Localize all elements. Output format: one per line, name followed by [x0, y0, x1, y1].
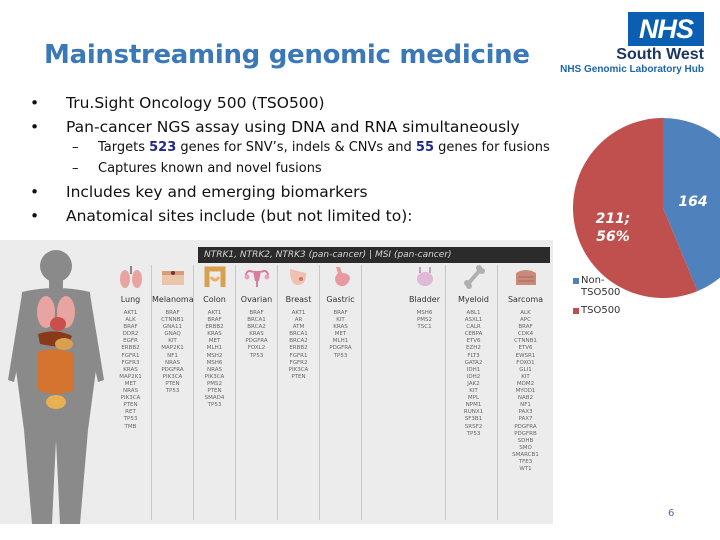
site-column-sarcoma: Sarcoma ALK APC BRAF CDK4 CTNNB1 ETV6 EWSR1 FOX…: [505, 265, 546, 473]
snv-gene-count: 523: [149, 140, 177, 155]
sub-bullet-captures: Captures known and novel fusions: [72, 158, 550, 179]
pie-slice-tso500: [573, 118, 698, 298]
bullet-item: Anatomical sites include (but not limite…: [30, 204, 412, 228]
column-divider: [193, 265, 194, 520]
site-genes: AKT1 BRAF ERBB2 KRAS MET MLH1 MSH2 MSH6 NRAS PIK3…: [204, 310, 225, 409]
bullet-list-top: Tru.Sight Oncology 500 (TSO500) Pan-canc…: [30, 91, 520, 139]
site-column-bladder: Bladder MSH6 PMS2 TSC1: [404, 265, 445, 331]
site-genes: ALK APC BRAF CDK4 CTNNB1 ETV6 EWSR1 FOXO1 GLI1 KI…: [512, 310, 539, 473]
pie-label-non-tso500: 164: [678, 194, 707, 210]
stomach-icon: [334, 267, 350, 287]
nhs-logo: NHS: [628, 12, 704, 46]
site-column-colon: Colon AKT1 BRAF ERBB2 KRAS MET MLH1 MSH2 MSH6 NR…: [194, 265, 235, 409]
site-column-lung: Lung AKT1 ALK BRAF DDR2 EGFR ERBB2 FGFR1 FGFR3 K…: [110, 265, 151, 431]
site-column-breast: Breast AKT1 AR ATM BRCA1 BRCA2 ERBB2 FGFR1 FGFR…: [278, 265, 319, 381]
site-name: Lung: [120, 295, 141, 304]
legend-item-tso500: TSO500: [573, 305, 633, 317]
site-genes: BRAF BRCA1 BRCA2 KRAS PDGFRA FOXL2 TP53: [245, 310, 268, 359]
site-name: Myeloid: [458, 295, 489, 304]
ovary-icon: [244, 270, 269, 287]
pie-slice-non-tso500: [663, 118, 720, 292]
bullet-item: Includes key and emerging biomarkers: [30, 180, 412, 204]
column-divider: [235, 265, 236, 520]
bullet-item: Tru.Sight Oncology 500 (TSO500): [30, 91, 520, 115]
legend-item-non-tso500: Non-TSO500: [573, 275, 633, 299]
site-genes: BRAF CTNNB1 GNA11 GNAQ KIT MAP2K1 NF1 NRAS PDGFR…: [161, 310, 184, 395]
column-divider: [497, 265, 498, 520]
site-name: Breast: [285, 295, 312, 304]
column-divider: [277, 265, 278, 520]
site-genes: ABL1 ASXL1 CALR CEBPA ETV6 EZH2 FLT3 GATA2 IDH1 I…: [463, 310, 484, 437]
column-divider: [319, 265, 320, 520]
anatomy-figure: [0, 240, 553, 524]
site-column-ovarian: Ovarian BRAF BRCA1 BRCA2 KRAS PDGFRA FOXL2 TP5…: [236, 265, 277, 360]
bladder-icon: [416, 267, 433, 286]
site-column-gastric: Gastric BRAF KIT KRAS MET MLH1 PDGFRA TP53: [320, 265, 361, 360]
site-column-melanoma: Melanoma BRAF CTNNB1 GNA11 GNAQ KIT MAP2K1 NF1…: [152, 265, 194, 395]
legend-swatch: [573, 308, 579, 314]
site-genes: BRAF KIT KRAS MET MLH1 PDGFRA TP53: [329, 310, 352, 359]
site-name: Colon: [203, 295, 226, 304]
pan-cancer-banner: NTRK1, NTRK2, NTRK3 (pan-cancer) | MSI (…: [198, 247, 550, 263]
sub-bullet-targets: Targets 523 genes for SNV’s, indels & CN…: [72, 137, 550, 158]
site-column-myeloid: Myeloid ABL1 ASXL1 CALR CEBPA ETV6 EZH2 FLT3 GA…: [453, 265, 494, 438]
org-subtitle: NHS Genomic Laboratory Hub: [560, 64, 704, 75]
pie-label-tso500: 211; 56%: [596, 211, 631, 245]
colon-icon: [204, 266, 225, 287]
page-number: 6: [668, 508, 675, 519]
site-genes: AKT1 ALK BRAF DDR2 EGFR ERBB2 FGFR1 FGFR3 KRAS MA…: [119, 310, 142, 430]
org-name: South West: [616, 46, 704, 63]
fusion-gene-count: 55: [415, 140, 435, 155]
legend-swatch: [573, 278, 579, 284]
bullet-list-bottom: Includes key and emerging biomarkers Ana…: [30, 180, 412, 228]
bullet-item: Pan-cancer NGS assay using DNA and RNA s…: [30, 115, 520, 139]
skin-icon: [161, 271, 184, 285]
lung-icon: [119, 266, 142, 288]
site-genes: MSH6 PMS2 TSC1: [416, 310, 433, 331]
column-divider: [361, 265, 362, 520]
site-name: Ovarian: [240, 295, 273, 304]
site-name: Gastric: [326, 295, 355, 304]
chart-legend: Non-TSO500 TSO500: [573, 275, 633, 317]
sub-bullet-list: Targets 523 genes for SNV’s, indels & CN…: [72, 137, 550, 179]
soft-tissue-icon: [515, 270, 536, 285]
site-name: Melanoma: [152, 295, 194, 304]
site-name: Bladder: [409, 295, 440, 304]
column-divider: [445, 265, 446, 520]
breast-icon: [289, 269, 306, 285]
human-body-icon: [8, 250, 104, 524]
column-divider: [151, 265, 152, 520]
site-name: Sarcoma: [507, 295, 544, 304]
site-genes: AKT1 AR ATM BRCA1 BRCA2 ERBB2 FGFR1 FGFR2 PIK3CA…: [288, 310, 309, 380]
slide-title: Mainstreaming genomic medicine: [44, 40, 530, 70]
bone-icon: [463, 265, 485, 289]
